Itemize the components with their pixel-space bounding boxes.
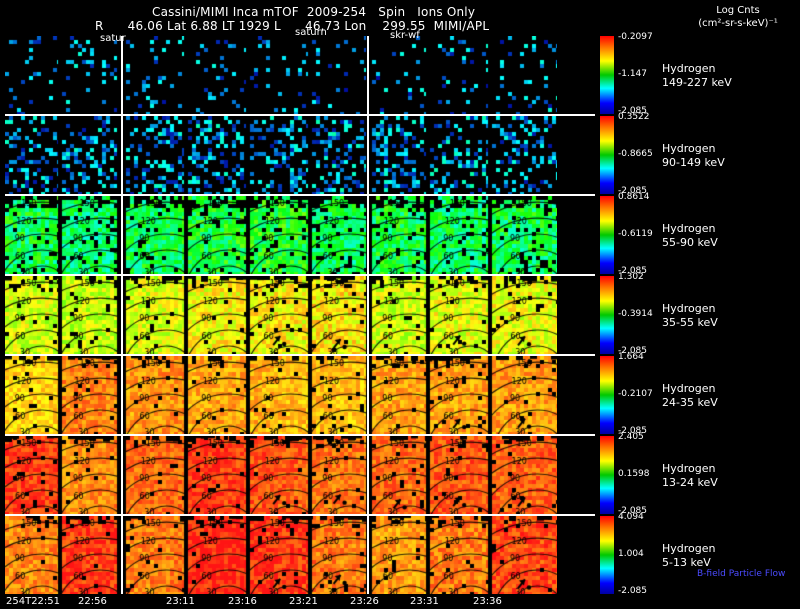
- spectrogram-canvas: [5, 516, 557, 594]
- pointing-annotation: satur: [100, 33, 126, 44]
- energy-species-label: Hydrogen: [662, 302, 716, 315]
- spectrogram-row: [5, 516, 557, 594]
- colorbar-tick-bottom: -2.085: [618, 106, 648, 116]
- colorbar-tick-top: 1.664: [618, 352, 644, 362]
- colorbar-units: Log Cnts (cm²-sr-s-keV)⁻¹: [682, 4, 794, 30]
- colorbar-tick-mid: 1.004: [618, 549, 644, 559]
- bfield-flow-legend: B-field Particle Flow: [697, 569, 786, 579]
- colorbar-tick-top: 1.302: [618, 272, 644, 282]
- colorbar-tick-bottom: -2.085: [618, 506, 648, 516]
- colorbar-tick-bottom: -2.085: [618, 266, 648, 276]
- spectrogram-canvas: [5, 356, 557, 434]
- colorbar-tick-mid: 0.1598: [618, 469, 650, 479]
- colorbar-tick-top: 2.405: [618, 432, 644, 442]
- pointing-annotation: saturn: [295, 27, 327, 38]
- spectrogram-canvas: [5, 36, 557, 114]
- time-label: 23:26: [350, 596, 379, 607]
- spectrogram-canvas: [5, 436, 557, 514]
- colorbar-tick-bottom: -2.085: [618, 346, 648, 356]
- colorbar-tick-mid: -0.3914: [618, 309, 653, 319]
- energy-range-label: 90-149 keV: [662, 156, 725, 169]
- spectrogram-canvas: [5, 116, 557, 194]
- colorbar-tick-top: 0.3522: [618, 112, 650, 122]
- energy-species-label: Hydrogen: [662, 142, 716, 155]
- spectrogram-row: [5, 36, 557, 114]
- colorbar-units-line1: Log Cnts: [716, 5, 760, 16]
- row-separator-line: [5, 114, 595, 116]
- data-gap-line: [121, 36, 123, 594]
- time-label: 23:36: [473, 596, 502, 607]
- time-label: 22:56: [78, 596, 107, 607]
- time-label: 23:31: [410, 596, 439, 607]
- row-separator-line: [5, 434, 595, 436]
- energy-species-label: Hydrogen: [662, 382, 716, 395]
- energy-range-label: 55-90 keV: [662, 236, 718, 249]
- energy-range-label: 35-55 keV: [662, 316, 718, 329]
- time-label: 23:11: [166, 596, 195, 607]
- colorbar-tick-top: -0.2097: [618, 32, 653, 42]
- spectrogram-row: [5, 436, 557, 514]
- energy-range-label: 24-35 keV: [662, 396, 718, 409]
- spectrogram-canvas: [5, 196, 557, 274]
- colorbar-tick-mid: -0.2107: [618, 389, 653, 399]
- colorbar-tick-bottom: -2.085: [618, 426, 648, 436]
- colorbar: [600, 116, 614, 194]
- colorbar: [600, 356, 614, 434]
- spectrogram-row: [5, 196, 557, 274]
- energy-species-label: Hydrogen: [662, 62, 716, 75]
- row-separator-line: [5, 354, 595, 356]
- energy-range-label: 5-13 keV: [662, 556, 711, 569]
- colorbar: [600, 196, 614, 274]
- colorbar: [600, 276, 614, 354]
- colorbar-tick-mid: -0.6119: [618, 229, 653, 239]
- colorbar-units-line2: (cm²-sr-s-keV)⁻¹: [698, 18, 778, 29]
- row-separator-line: [5, 514, 595, 516]
- row-separator-line: [5, 194, 595, 196]
- spectrogram-row: [5, 356, 557, 434]
- colorbar-tick-bottom: -2.085: [618, 586, 648, 596]
- spectrogram-row: [5, 276, 557, 354]
- time-label: 23:16: [228, 596, 257, 607]
- row-separator-line: [5, 274, 595, 276]
- ephemeris-line: R 46.06 Lat 6.88 LT 1929 L 46.73 Lon 299…: [95, 19, 490, 33]
- time-label: 254T22:51: [6, 596, 61, 607]
- plot-title: Cassini/MIMI Inca mTOF 2009-254 Spin Ion…: [152, 5, 476, 19]
- colorbar-tick-top: 4.094: [618, 512, 644, 522]
- energy-range-label: 13-24 keV: [662, 476, 718, 489]
- colorbar-tick-top: 0.8614: [618, 192, 650, 202]
- colorbar: [600, 436, 614, 514]
- energy-species-label: Hydrogen: [662, 462, 716, 475]
- energy-range-label: 149-227 keV: [662, 76, 732, 89]
- colorbar-tick-mid: -0.8665: [618, 149, 653, 159]
- energy-species-label: Hydrogen: [662, 222, 716, 235]
- spectrogram-row: [5, 116, 557, 194]
- pointing-annotation: skr-wf: [390, 30, 420, 41]
- energy-species-label: Hydrogen: [662, 542, 716, 555]
- colorbar-tick-mid: -1.147: [618, 69, 648, 79]
- time-label: 23:21: [289, 596, 318, 607]
- colorbar: [600, 516, 614, 594]
- data-gap-line: [367, 36, 369, 594]
- colorbar: [600, 36, 614, 114]
- spectrogram-canvas: [5, 276, 557, 354]
- colorbar-tick-bottom: -2.085: [618, 186, 648, 196]
